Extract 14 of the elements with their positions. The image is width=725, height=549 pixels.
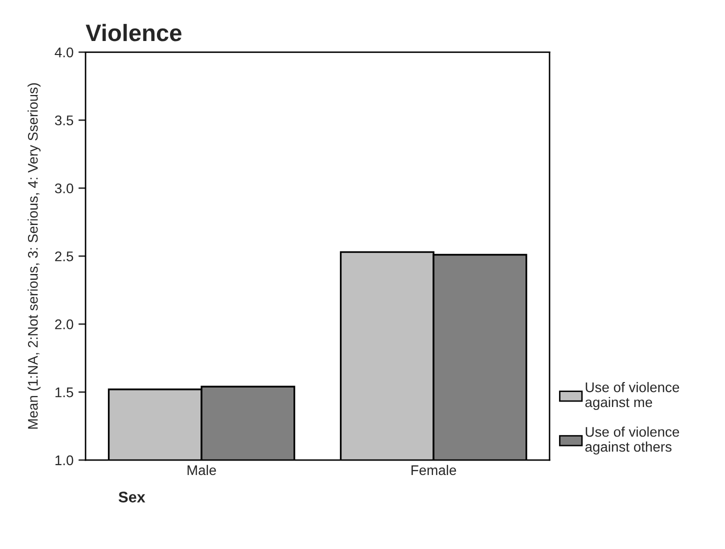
x-axis-title: Sex (118, 492, 146, 502)
x-tick-label: Male (188, 464, 216, 476)
y-tick-label: 2.5 (55, 251, 74, 262)
y-tick-label: 3.5 (54, 115, 74, 126)
y-tick-label: 1.0 (56, 455, 74, 466)
y-tick-label: 4.0 (54, 47, 74, 58)
chart-title: Violence (86, 24, 182, 42)
legend-label: Use of violence against me (585, 382, 680, 410)
x-tick-label: Female (412, 464, 456, 476)
y-tick-label: 3.0 (54, 183, 74, 194)
legend-label: Use of violence against others (585, 426, 680, 455)
y-axis-title: Mean (1:NA, 2:Not serious, 3: Serious, 4: Very Sserious) (28, 83, 41, 429)
y-tick-label: 1.5 (56, 388, 74, 398)
y-tick-label: 2.0 (55, 319, 74, 330)
